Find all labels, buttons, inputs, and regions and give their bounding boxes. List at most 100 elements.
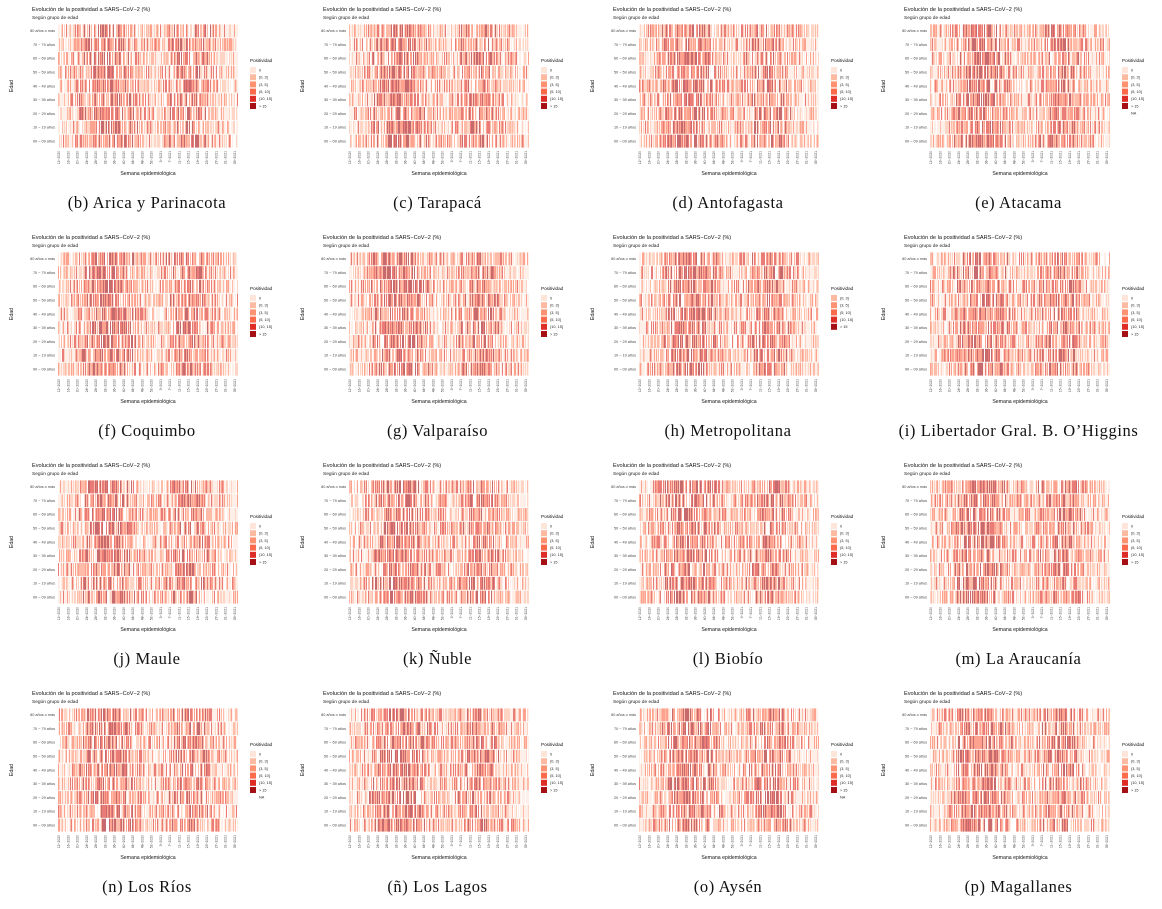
heatmap-cell xyxy=(646,52,647,65)
heatmap-cell xyxy=(192,93,193,106)
heatmap-cell xyxy=(115,121,116,134)
heatmap-cell xyxy=(748,52,749,65)
heatmap-cell xyxy=(350,93,351,106)
heatmap-cell xyxy=(453,66,454,79)
heatmap-cell xyxy=(1020,121,1021,134)
heatmap-cell xyxy=(173,66,174,79)
heatmap-cell xyxy=(785,38,786,51)
heatmap-cell xyxy=(478,93,479,106)
heatmap-cell xyxy=(134,24,135,37)
heatmap-cell xyxy=(89,38,90,51)
heatmap-cell xyxy=(508,52,509,65)
heatmap-cell xyxy=(457,80,458,93)
heatmap-cell xyxy=(61,80,62,93)
heatmap-cell xyxy=(98,66,99,79)
heatmap-cell xyxy=(709,38,710,51)
heatmap-cell xyxy=(691,93,692,106)
heatmap-cell xyxy=(796,24,797,37)
heatmap-cell xyxy=(224,93,225,106)
heatmap-cell xyxy=(793,24,794,37)
legend-swatch xyxy=(541,103,547,109)
heatmap-cell xyxy=(939,135,940,148)
heatmap-cell xyxy=(525,24,526,37)
heatmap-cell xyxy=(711,93,712,106)
heatmap-cell xyxy=(989,135,990,148)
heatmap-cell xyxy=(497,135,498,148)
heatmap-cell xyxy=(65,93,66,106)
heatmap-cell xyxy=(486,107,487,120)
heatmap-cell xyxy=(472,135,473,148)
heatmap-cell xyxy=(470,121,471,134)
heatmap-cell xyxy=(225,135,226,148)
heatmap-cell xyxy=(121,121,122,134)
heatmap-cell xyxy=(643,107,644,120)
heatmap-cell xyxy=(785,24,786,37)
heatmap-cell xyxy=(776,121,777,134)
heatmap-cell xyxy=(208,107,209,120)
heatmap-cell xyxy=(160,107,161,120)
heatmap-cell xyxy=(1021,121,1022,134)
heatmap-cell xyxy=(657,38,658,51)
legend-swatch xyxy=(831,67,837,73)
heatmap-cell xyxy=(775,80,776,93)
heatmap-cell xyxy=(79,24,80,37)
heatmap-cell xyxy=(153,38,154,51)
heatmap-cell xyxy=(687,135,688,148)
heatmap-cell xyxy=(641,80,642,93)
heatmap-cell xyxy=(938,121,939,134)
heatmap-cell xyxy=(155,80,156,93)
heatmap-cell xyxy=(95,24,96,37)
heatmap-cell xyxy=(727,52,728,65)
heatmap-cell xyxy=(85,38,86,51)
heatmap-cell xyxy=(104,52,105,65)
heatmap-cell xyxy=(438,121,439,134)
heatmap-cell xyxy=(740,107,741,120)
heatmap-cell xyxy=(437,52,438,65)
heatmap-cell xyxy=(401,135,402,148)
heatmap-cell xyxy=(186,24,187,37)
heatmap-cell xyxy=(113,38,114,51)
heatmap-cell xyxy=(501,66,502,79)
heatmap-cell xyxy=(528,121,529,134)
heatmap-cell xyxy=(509,66,510,79)
heatmap-cell xyxy=(128,38,129,51)
heatmap-cell xyxy=(141,80,142,93)
heatmap-cell xyxy=(515,24,516,37)
heatmap-cell xyxy=(774,93,775,106)
heatmap-cell xyxy=(429,52,430,65)
heatmap-cell xyxy=(169,135,170,148)
heatmap-cell xyxy=(521,107,522,120)
heatmap-cell xyxy=(382,80,383,93)
heatmap-cell xyxy=(764,80,765,93)
x-tick-label: 24−2020 xyxy=(666,151,670,164)
heatmap-cell xyxy=(184,135,185,148)
heatmap-cell xyxy=(743,135,744,148)
heatmap-cell xyxy=(713,93,714,106)
heatmap-cell xyxy=(676,38,677,51)
heatmap-cell xyxy=(712,80,713,93)
heatmap-cell xyxy=(182,24,183,37)
heatmap-cell xyxy=(144,107,145,120)
heatmap-cell xyxy=(224,38,225,51)
heatmap-cell xyxy=(687,24,688,37)
heatmap-cell xyxy=(504,52,505,65)
chart-subtitle: Según grupo de edad xyxy=(32,15,78,21)
heatmap-cell xyxy=(107,24,108,37)
heatmap-cell xyxy=(653,52,654,65)
heatmap-cell xyxy=(523,80,524,93)
heatmap-cell xyxy=(727,24,728,37)
heatmap-cell xyxy=(655,135,656,148)
heatmap-cell xyxy=(173,107,174,120)
heatmap-cell xyxy=(236,24,237,37)
heatmap-cell xyxy=(670,107,671,120)
heatmap-cell xyxy=(438,135,439,148)
heatmap-cell xyxy=(769,107,770,120)
heatmap-cell xyxy=(794,80,795,93)
heatmap-cell xyxy=(1018,121,1019,134)
heatmap-cell xyxy=(59,24,60,37)
heatmap-cell xyxy=(388,66,389,79)
heatmap-cell xyxy=(419,52,420,65)
heatmap-cell xyxy=(444,66,445,79)
heatmap-cell xyxy=(701,38,702,51)
y-tick-label: 70 − 79 años xyxy=(614,43,636,47)
